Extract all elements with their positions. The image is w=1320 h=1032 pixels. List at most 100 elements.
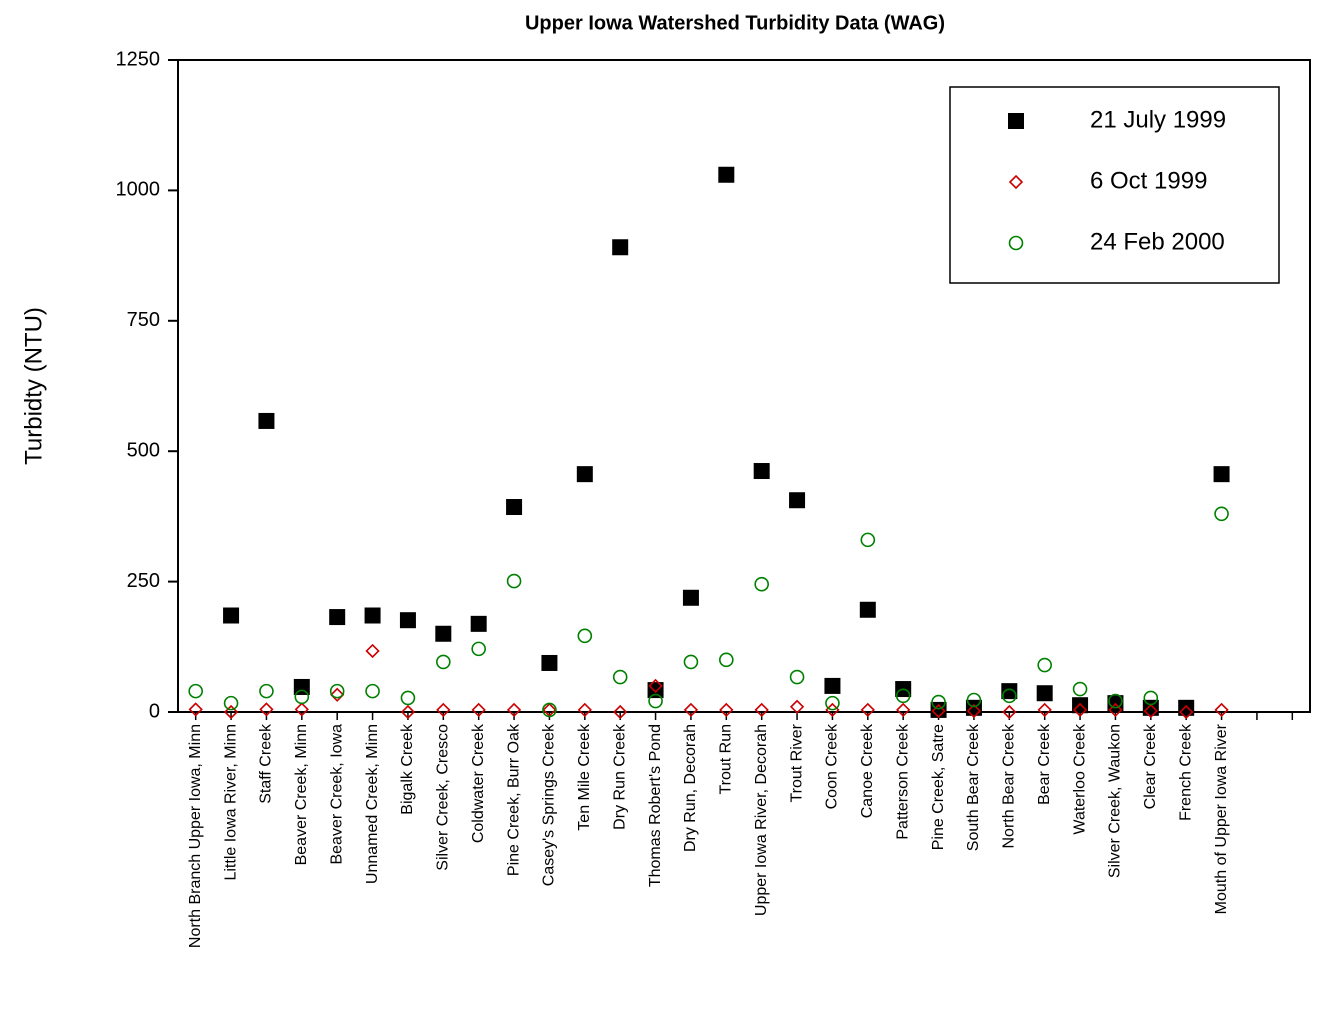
data-point [1214, 506, 1229, 522]
data-point [931, 694, 946, 710]
x-tick-label: Little Iowa River, Minn [222, 724, 239, 881]
x-tick-label: Upper Iowa River, Decorah [753, 724, 770, 916]
data-point [754, 702, 769, 718]
x-tick-label: French Creek [1177, 723, 1194, 821]
x-tick-label: Beaver Creek, Minn [293, 724, 310, 865]
data-point [506, 573, 522, 589]
data-point [541, 654, 558, 671]
data-point [1143, 690, 1159, 706]
data-point [860, 532, 876, 548]
data-point [931, 703, 946, 719]
data-point [1001, 683, 1018, 700]
legend-marker [1008, 174, 1024, 190]
data-point [719, 652, 734, 668]
data-point [1179, 704, 1194, 720]
data-point [506, 702, 522, 718]
data-point [683, 654, 699, 670]
data-point [399, 612, 416, 629]
data-point [789, 699, 805, 714]
data-point [471, 641, 486, 657]
data-point [1072, 702, 1088, 718]
x-tick-label: Pine Creek, Burr Oak [505, 723, 522, 876]
data-point [648, 678, 663, 694]
data-point [789, 492, 806, 509]
data-point [1108, 693, 1123, 709]
y-tick-label: 250 [127, 570, 160, 592]
plot-frame [177, 59, 1311, 713]
data-point [1108, 702, 1123, 718]
y-tick-label: 500 [127, 439, 160, 461]
x-tick-label: Coon Creek [824, 723, 841, 809]
data-point [1143, 703, 1158, 719]
data-point [258, 412, 275, 429]
data-point [542, 702, 557, 718]
data-point [1072, 681, 1088, 697]
data-point [259, 683, 274, 699]
data-point [435, 625, 452, 642]
data-point [364, 607, 381, 624]
data-point [683, 702, 699, 718]
y-tick-label: 1000 [116, 179, 161, 201]
x-tick-label: Silver Creek, Cresco [435, 724, 452, 871]
data-point [718, 166, 735, 183]
data-point [682, 589, 699, 606]
data-point [966, 692, 982, 708]
data-point [223, 607, 240, 624]
data-point [436, 702, 451, 718]
data-point [754, 576, 769, 592]
data-point [896, 702, 911, 718]
data-point [613, 704, 628, 720]
x-tick-label: Casey's Springs Creek [541, 723, 558, 886]
data-point [577, 702, 592, 718]
legend-marker [1008, 235, 1024, 251]
x-tick-label: Dry Run, Decorah [682, 724, 699, 852]
data-point [1213, 466, 1230, 483]
x-tick-label: Patterson Creek [894, 723, 911, 840]
x-tick-label: Waterloo Creek [1071, 723, 1088, 835]
x-tick-label: South Bear Creek [965, 723, 982, 851]
x-tick-label: Mouth of Upper Iowa River [1213, 723, 1230, 914]
data-point [1037, 657, 1052, 673]
y-tick-label: 0 [149, 700, 160, 722]
data-point [188, 702, 203, 717]
data-point [860, 702, 875, 718]
data-point [365, 643, 380, 659]
data-point [753, 463, 770, 480]
x-tick-label: Dry Run Creek [611, 723, 628, 830]
data-point [329, 609, 346, 626]
x-tick-label: Beaver Creek, Iowa [328, 724, 345, 865]
data-point [365, 683, 380, 699]
data-point [330, 687, 345, 702]
x-tick-label: Bear Creek [1036, 723, 1053, 805]
data-point [470, 615, 487, 632]
chart-title: Upper Iowa Watershed Turbidity Data (WAG… [525, 12, 945, 34]
x-tick-label: Staff Creek [258, 723, 275, 804]
data-point [294, 689, 310, 705]
x-tick-label: Clear Creek [1142, 723, 1159, 809]
data-point [223, 704, 239, 720]
data-point [223, 695, 239, 711]
data-point [576, 466, 593, 483]
data-point [188, 683, 203, 699]
data-point [1178, 699, 1195, 716]
x-tick-label: Bigalk Creek [399, 723, 416, 815]
data-point [506, 499, 523, 516]
data-point [719, 702, 734, 718]
legend-box [949, 86, 1280, 284]
data-point [1002, 704, 1017, 720]
data-point [966, 703, 982, 719]
x-tick-label: North Branch Upper Iowa, Minn [187, 724, 204, 948]
data-point [577, 628, 593, 644]
data-point [400, 690, 416, 706]
data-point [824, 677, 841, 694]
data-point [859, 601, 876, 618]
data-point [895, 688, 911, 704]
data-point [825, 695, 840, 711]
legend-label: 6 Oct 1999 [1090, 167, 1207, 194]
data-point [647, 682, 664, 699]
data-point [1214, 702, 1229, 718]
data-point [1037, 702, 1052, 718]
y-tick-label: 750 [127, 309, 160, 331]
x-tick-label: Pine Creek, Satre [930, 724, 947, 850]
x-tick-label: Unnamed Creek, Minn [364, 724, 381, 884]
